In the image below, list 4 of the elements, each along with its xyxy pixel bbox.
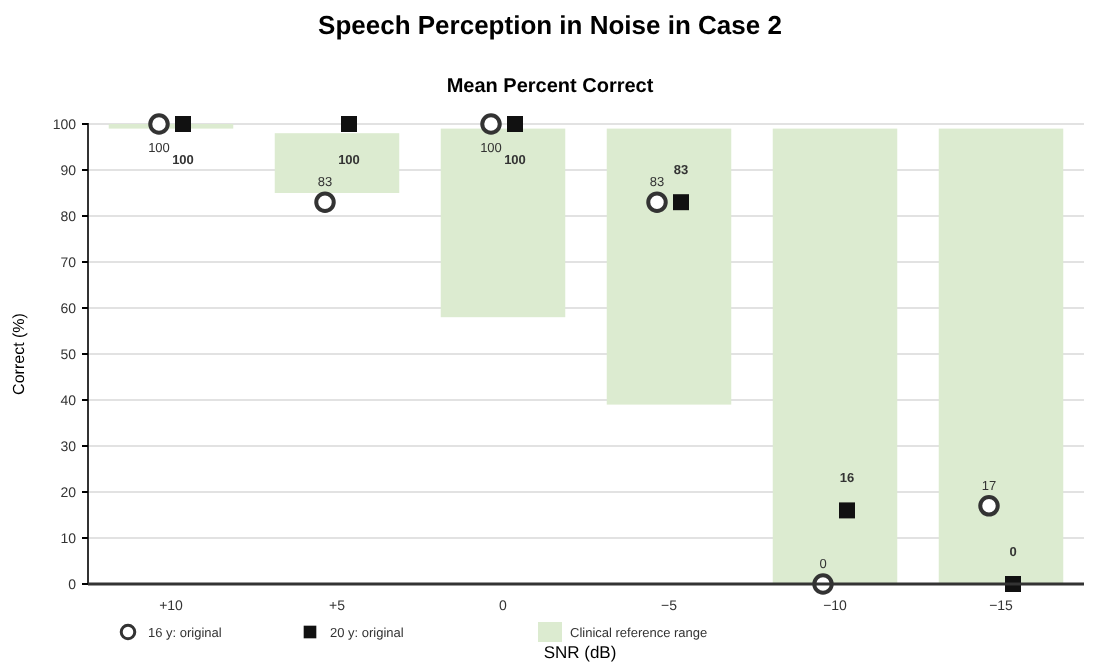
chart-subtitle: Mean Percent Correct	[446, 76, 655, 98]
x-axis-title: SNR (dB)	[543, 642, 617, 662]
y-axis-title: Correct (%)	[10, 312, 28, 395]
chart-title: Speech Perception in Noise in Case 2	[318, 10, 782, 40]
